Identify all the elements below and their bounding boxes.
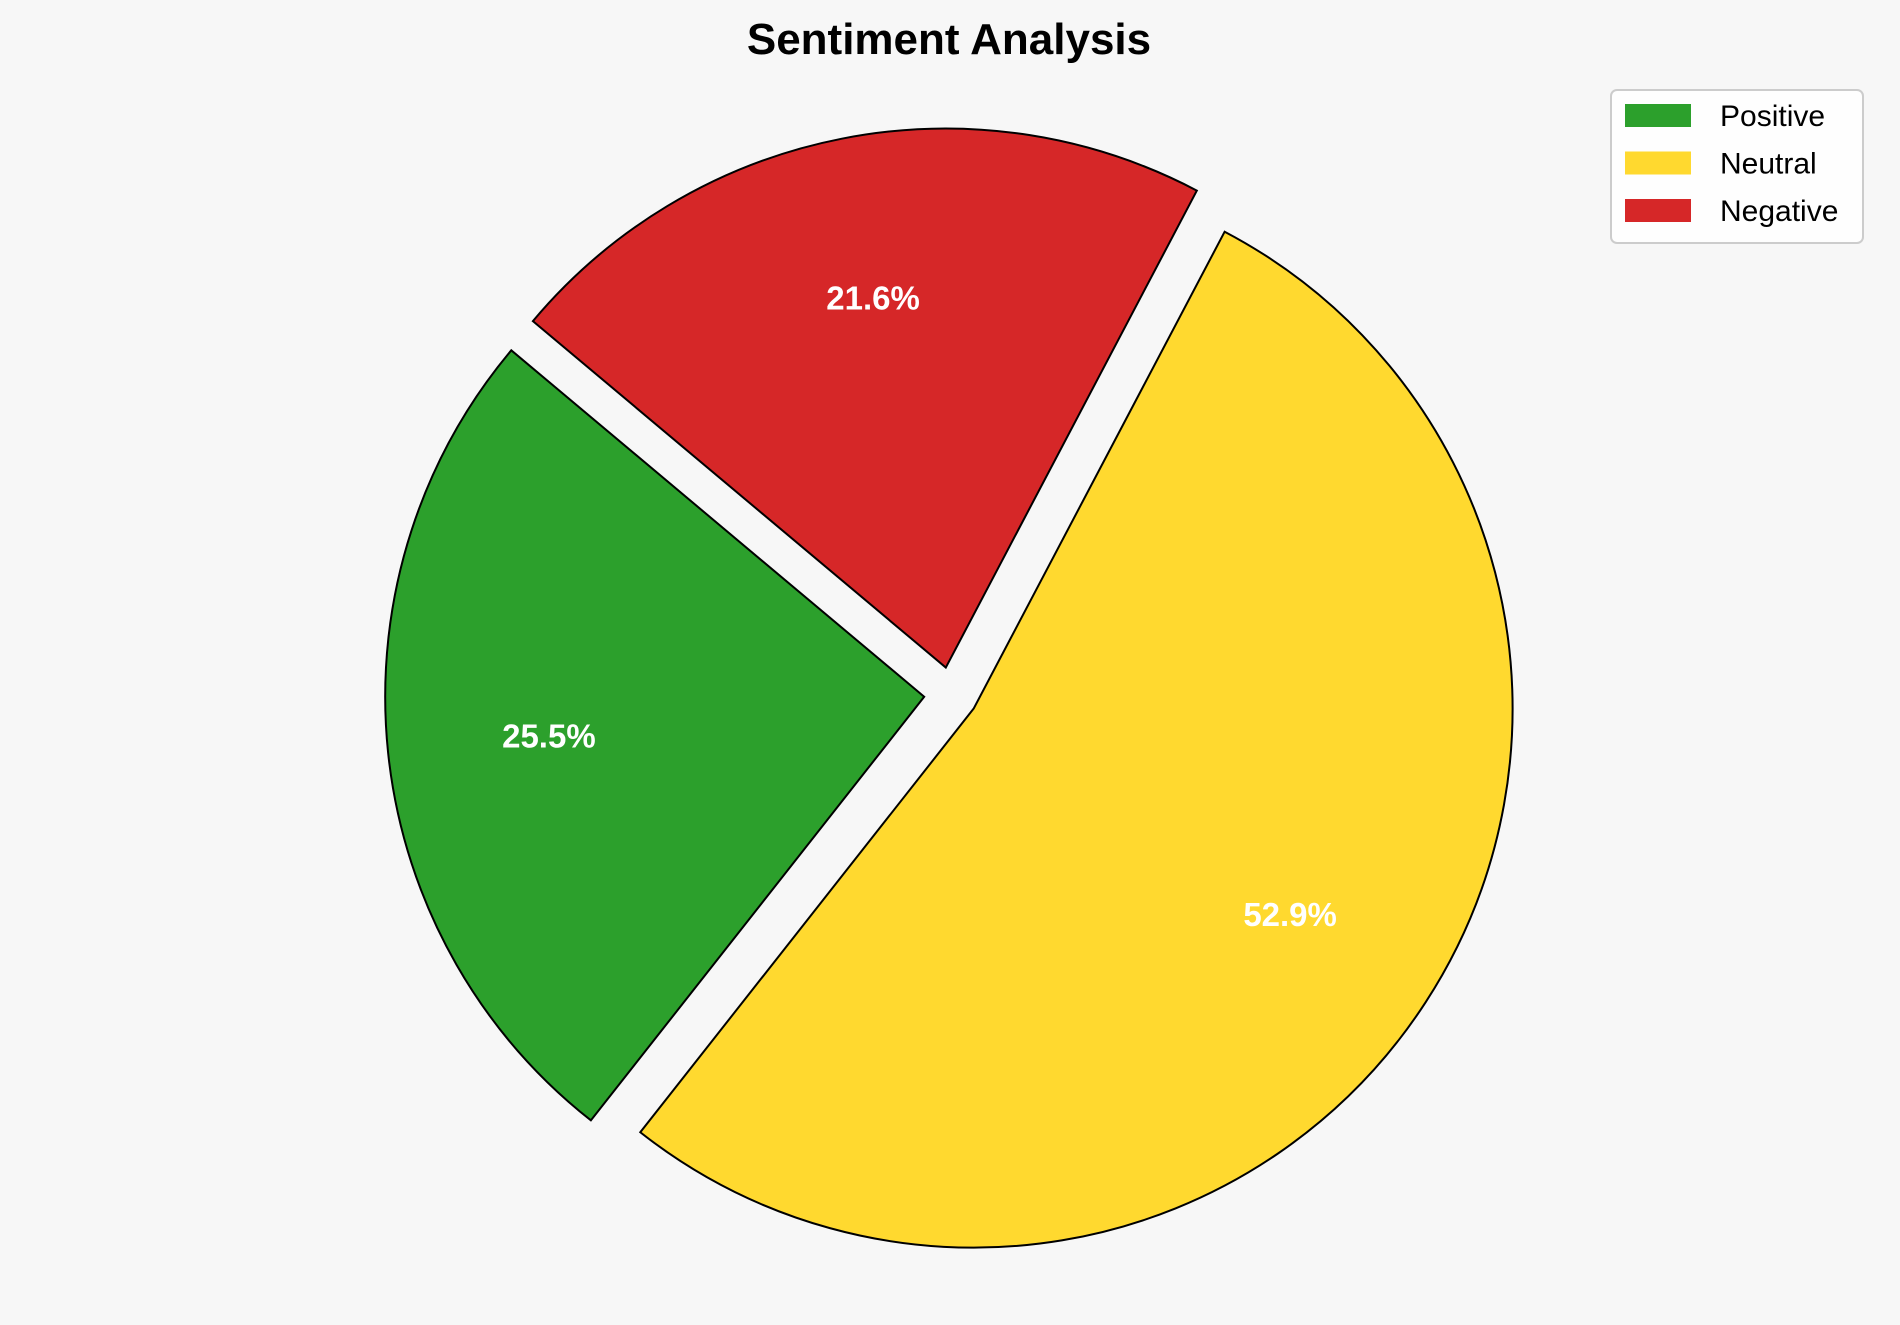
pct-label-negative: 21.6%	[826, 279, 920, 316]
pie-wedge-positive	[384, 348, 926, 1122]
pct-label-positive: 25.5%	[502, 718, 596, 755]
pie-wedge-negative	[531, 127, 1199, 670]
legend-label-neutral: Neutral	[1720, 148, 1817, 181]
legend-swatch-neutral	[1625, 151, 1691, 175]
pie-wedge-neutral	[638, 230, 1514, 1249]
chart-title: Sentiment Analysis	[747, 15, 1151, 64]
legend-label-positive: Positive	[1720, 100, 1825, 133]
legend-swatch-negative	[1625, 199, 1691, 222]
legend-swatch-positive	[1625, 104, 1691, 127]
pct-label-neutral: 52.9%	[1243, 896, 1337, 933]
pie-percent-labels: 25.5% 52.9% 21.6%	[502, 279, 1337, 933]
legend: Positive Neutral Negative	[1610, 89, 1864, 244]
pie-wedges	[384, 127, 1514, 1249]
legend-label-negative: Negative	[1720, 195, 1838, 228]
